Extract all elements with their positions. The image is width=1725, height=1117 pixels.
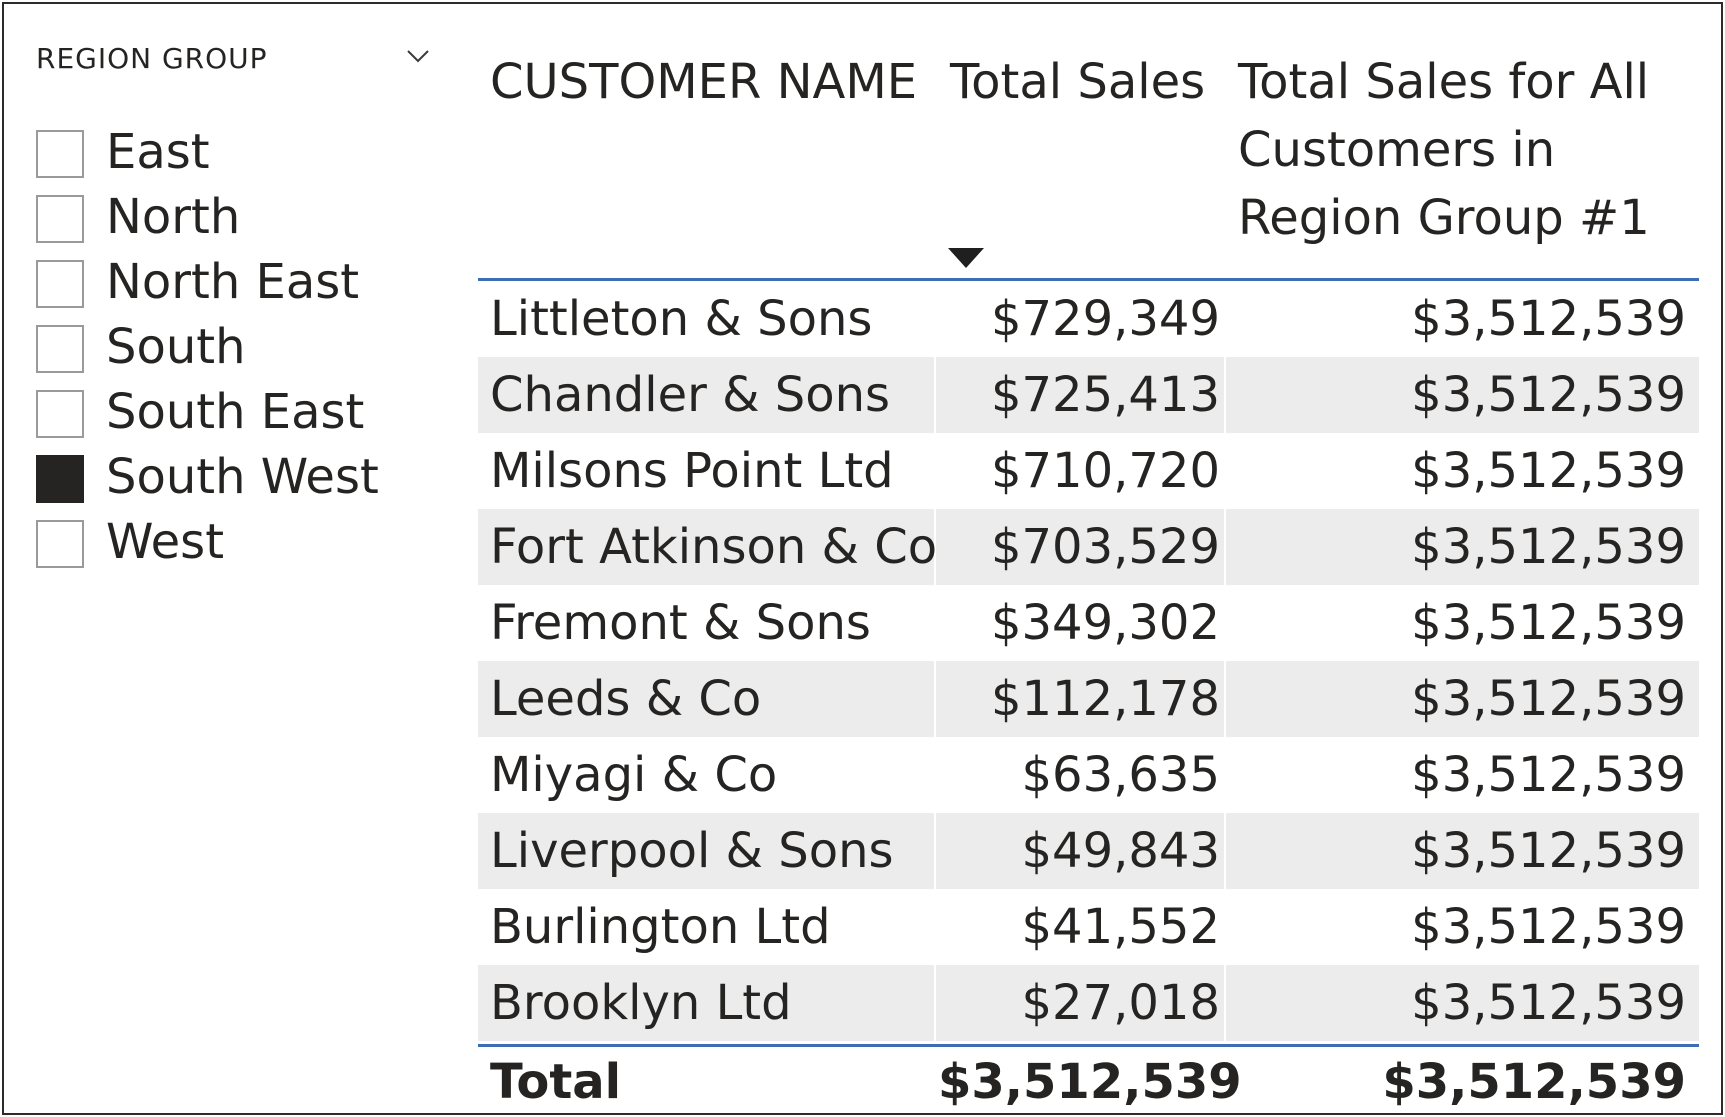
cell-total-sales: $63,635 xyxy=(1021,747,1221,803)
table-row[interactable]: Brooklyn Ltd $27,018 $3,512,539 xyxy=(478,965,1699,1041)
chevron-down-icon[interactable] xyxy=(406,44,430,68)
cell-customer-name: Fort Atkinson & Co xyxy=(490,519,938,575)
column-divider xyxy=(934,357,936,433)
slicer-item-label: South West xyxy=(106,449,379,505)
column-divider xyxy=(1224,965,1226,1041)
cell-total-sales-all: $3,512,539 xyxy=(1411,899,1686,955)
cell-total-sales: $725,413 xyxy=(990,367,1220,423)
cell-customer-name: Littleton & Sons xyxy=(490,291,873,347)
column-divider xyxy=(1224,813,1226,889)
slicer-item-label: East xyxy=(106,124,210,180)
cell-customer-name: Burlington Ltd xyxy=(490,899,831,955)
cell-total-sales-all: $3,512,539 xyxy=(1411,519,1686,575)
column-divider xyxy=(1224,737,1226,813)
column-divider xyxy=(934,737,936,813)
column-divider xyxy=(934,661,936,737)
slicer-header: REGION GROUP xyxy=(34,38,434,78)
cell-total-sales: $703,529 xyxy=(990,519,1220,575)
checkbox-checked[interactable] xyxy=(36,455,84,503)
total-sales-value: $3,512,539 xyxy=(938,1054,1242,1110)
slicer-item-label: North xyxy=(106,189,241,245)
region-group-slicer: REGION GROUP East North North East South xyxy=(34,38,434,598)
table-row[interactable]: Liverpool & Sons $49,843 $3,512,539 xyxy=(478,813,1699,889)
cell-customer-name: Miyagi & Co xyxy=(490,747,778,803)
cell-total-sales-all: $3,512,539 xyxy=(1411,367,1686,423)
checkbox[interactable] xyxy=(36,390,84,438)
cell-customer-name: Fremont & Sons xyxy=(490,595,871,651)
cell-customer-name: Liverpool & Sons xyxy=(490,823,894,879)
cell-total-sales-all: $3,512,539 xyxy=(1411,823,1686,879)
table-row[interactable]: Fremont & Sons $349,302 $3,512,539 xyxy=(478,585,1699,661)
slicer-item-north[interactable]: North xyxy=(34,187,434,247)
cell-total-sales: $710,720 xyxy=(990,443,1220,499)
column-divider xyxy=(934,509,936,585)
slicer-item-label: North East xyxy=(106,254,360,310)
slicer-item-south[interactable]: South xyxy=(34,317,434,377)
checkbox[interactable] xyxy=(36,520,84,568)
total-sales-all-value: $3,512,539 xyxy=(1382,1054,1686,1110)
column-divider xyxy=(1224,357,1226,433)
column-divider xyxy=(934,585,936,661)
sort-descending-icon[interactable] xyxy=(948,248,984,270)
cell-total-sales: $27,018 xyxy=(1021,975,1221,1031)
cell-total-sales: $41,552 xyxy=(1021,899,1221,955)
slicer-item-west[interactable]: West xyxy=(34,512,434,572)
column-divider xyxy=(1224,433,1226,509)
cell-total-sales: $49,843 xyxy=(1021,823,1221,879)
table-row[interactable]: Leeds & Co $112,178 $3,512,539 xyxy=(478,661,1699,737)
slicer-item-south-east[interactable]: South East xyxy=(34,382,434,442)
cell-customer-name: Milsons Point Ltd xyxy=(490,443,894,499)
column-header-customer-name[interactable]: CUSTOMER NAME xyxy=(490,54,918,110)
checkbox[interactable] xyxy=(36,130,84,178)
column-divider xyxy=(1224,661,1226,737)
cell-customer-name: Brooklyn Ltd xyxy=(490,975,792,1031)
table-row[interactable]: Milsons Point Ltd $710,720 $3,512,539 xyxy=(478,433,1699,509)
column-header-total-sales[interactable]: Total Sales xyxy=(950,54,1206,110)
table-row[interactable]: Miyagi & Co $63,635 $3,512,539 xyxy=(478,737,1699,813)
table-row[interactable]: Chandler & Sons $725,413 $3,512,539 xyxy=(478,357,1699,433)
column-divider xyxy=(1224,509,1226,585)
cell-total-sales-all: $3,512,539 xyxy=(1411,443,1686,499)
cell-total-sales-all: $3,512,539 xyxy=(1411,975,1686,1031)
cell-total-sales-all: $3,512,539 xyxy=(1411,291,1686,347)
table-header: CUSTOMER NAME Total Sales Total Sales fo… xyxy=(478,34,1699,281)
table-row[interactable]: Burlington Ltd $41,552 $3,512,539 xyxy=(478,889,1699,965)
slicer-title: REGION GROUP xyxy=(36,42,268,75)
slicer-item-east[interactable]: East xyxy=(34,122,434,182)
cell-total-sales-all: $3,512,539 xyxy=(1411,595,1686,651)
cell-customer-name: Leeds & Co xyxy=(490,671,762,727)
table-row[interactable]: Littleton & Sons $729,349 $3,512,539 xyxy=(478,281,1699,357)
column-divider xyxy=(1224,585,1226,661)
header-divider xyxy=(478,278,1699,281)
column-divider xyxy=(934,281,936,357)
checkbox[interactable] xyxy=(36,260,84,308)
column-divider xyxy=(934,813,936,889)
total-label: Total xyxy=(490,1054,622,1110)
column-divider xyxy=(934,889,936,965)
cell-total-sales: $729,349 xyxy=(990,291,1220,347)
slicer-item-south-west[interactable]: South West xyxy=(34,447,434,507)
slicer-item-north-east[interactable]: North East xyxy=(34,252,434,312)
column-header-total-sales-all[interactable]: Total Sales for All Customers in Region … xyxy=(1238,54,1650,246)
column-divider xyxy=(934,965,936,1041)
column-divider xyxy=(934,433,936,509)
cell-total-sales-all: $3,512,539 xyxy=(1411,671,1686,727)
total-row: Total $3,512,539 $3,512,539 xyxy=(478,1048,1699,1117)
column-divider xyxy=(1224,889,1226,965)
column-divider xyxy=(1224,281,1226,357)
table-row[interactable]: Fort Atkinson & Co $703,529 $3,512,539 xyxy=(478,509,1699,585)
cell-total-sales: $349,302 xyxy=(990,595,1220,651)
slicer-item-label: South East xyxy=(106,384,365,440)
checkbox[interactable] xyxy=(36,325,84,373)
checkbox[interactable] xyxy=(36,195,84,243)
total-divider xyxy=(478,1044,1699,1047)
slicer-item-label: West xyxy=(106,514,225,570)
cell-total-sales: $112,178 xyxy=(990,671,1220,727)
cell-total-sales-all: $3,512,539 xyxy=(1411,747,1686,803)
slicer-item-label: South xyxy=(106,319,246,375)
cell-customer-name: Chandler & Sons xyxy=(490,367,891,423)
